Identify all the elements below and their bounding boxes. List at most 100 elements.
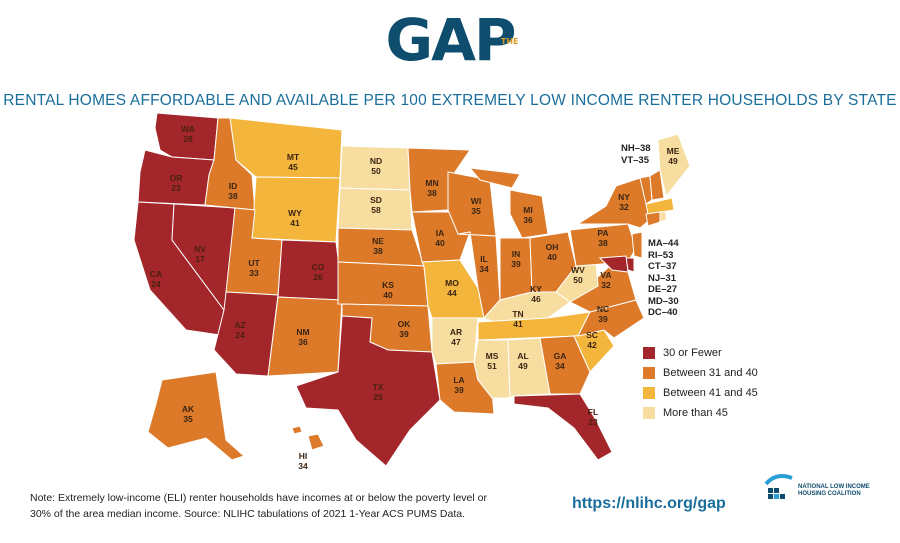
label-SD: SD 58 [370,195,382,215]
legend-swatch [643,387,655,399]
label-TX: TX 25 [373,382,384,402]
callout-item: CT–37 [648,261,677,272]
label-ME: ME 49 [667,146,680,166]
nlihc-logo: NATIONAL LOW INCOME HOUSING COALITION [762,470,870,504]
logo-text: GAP THE [385,6,519,74]
legend-label: Between 41 and 45 [663,387,758,399]
legend-label: Between 31 and 40 [663,367,758,379]
org-name-line: HOUSING COALITION [798,491,861,497]
footnote: Note: Extremely low-income (ELI) renter … [30,490,570,522]
label-ID: ID 38 [228,181,238,201]
label-KS: KS 40 [382,280,394,300]
label-LA: LA 39 [453,375,464,395]
label-CA: CA 24 [150,269,162,289]
state-AZ [213,291,279,377]
label-OK: OK 39 [398,319,412,339]
state-PA [569,223,637,267]
label-AL: AL 49 [517,351,528,371]
legend: 30 or Fewer Between 31 and 40 Between 41… [643,343,758,423]
state-CO [277,239,339,301]
label-GA: GA 34 [554,351,567,371]
label-NE: NE 38 [372,236,384,256]
legend-swatch [643,347,655,359]
label-NV: NV 17 [194,244,206,264]
state-RI [659,211,667,223]
label-KY: KY 46 [530,284,542,304]
label-ND: ND 50 [370,156,382,176]
callout-item: VT–35 [621,154,649,166]
label-NC: NC 39 [597,304,609,324]
callout-item: MA–44 [648,238,679,249]
state-MD [598,255,629,273]
house-icon [764,474,793,499]
label-CO: CO 26 [312,262,325,282]
state-NH [649,169,665,201]
legend-label: 30 or Fewer [663,347,722,359]
state-MI-upper [468,167,521,189]
state-HI [291,425,303,435]
label-OH: OH 40 [546,242,559,262]
legend-swatch [643,367,655,379]
label-PA: PA 38 [597,228,608,248]
callout-item: MD–30 [648,295,679,307]
label-NY: NY 32 [618,192,630,212]
state-WV [555,261,599,303]
label-AR: AR 47 [450,327,462,347]
state-TX [295,315,441,467]
logo: GAP THE [0,8,900,72]
legend-item: Between 41 and 45 [643,383,758,403]
state-MT [229,117,343,179]
label-TN: TN 41 [512,309,523,329]
callout-item: DE–27 [648,284,678,295]
state-ME [657,133,691,198]
label-FL: FL 23 [588,407,598,427]
state-AK [147,371,245,461]
state-CT [645,211,661,227]
state-FL [513,393,613,461]
state-HI-islands [307,433,325,451]
callout-item: NJ–31 [648,272,676,284]
callout-item: RI–53 [648,249,674,261]
callout-northeast: NH–38 VT–35 [621,143,651,166]
label-IN: IN 39 [511,249,521,269]
label-AZ: AZ 24 [234,320,245,340]
logo-superscript: THE [500,37,519,46]
label-MT: MT 45 [287,152,300,172]
label-SC: SC 42 [586,330,598,350]
state-GA [539,335,591,395]
label-VA: VA 32 [600,270,611,290]
label-AK: AK 35 [182,404,195,424]
org-name: NATIONAL LOW INCOME HOUSING COALITION [798,484,870,498]
label-OR: OR 23 [170,173,183,193]
label-WA: WA 28 [181,124,195,144]
legend-swatch [643,407,655,419]
state-IN [499,237,533,301]
legend-item: Between 31 and 40 [643,363,758,383]
legend-item: 30 or Fewer [643,343,758,363]
footnote-line: 30% of the area median income. Source: N… [30,508,466,520]
org-name-line: NATIONAL LOW INCOME [798,484,870,490]
legend-label: More than 45 [663,407,728,419]
label-IL: IL 34 [479,254,489,274]
callout-midatlantic: MA–44 RI–53 CT–37 NJ–31 DE–27 MD–30 DC–4… [648,238,679,319]
state-MA [645,197,675,215]
page-title: RENTAL HOMES AFFORDABLE AND AVAILABLE PE… [3,92,897,109]
footnote-line: Note: Extremely low-income (ELI) renter … [30,492,487,504]
label-WV: WV 50 [571,265,585,285]
legend-item: More than 45 [643,403,758,423]
label-MS: MS 51 [486,351,499,371]
label-IA: IA 40 [435,228,445,248]
callout-item: DC–40 [648,307,678,318]
state-NJ [631,231,643,259]
label-WI: WI 35 [471,196,481,216]
state-MI [509,189,549,239]
label-MN: MN 38 [425,178,438,198]
label-MI: MI 36 [523,205,533,225]
label-HI: HI 34 [298,451,308,471]
state-NY [576,177,653,229]
label-NM: NM 36 [296,327,309,347]
label-WY: WY 41 [288,208,302,228]
label-MO: MO 44 [445,278,459,298]
source-link[interactable]: https://nlihc.org/gap [572,495,726,512]
